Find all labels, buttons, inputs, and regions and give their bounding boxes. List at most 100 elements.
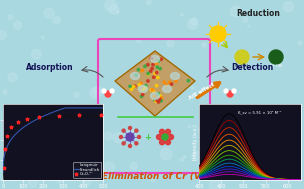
Bar xyxy=(9,125,15,130)
Langmuir xyxy=(64,116,68,118)
Langmuir xyxy=(74,115,77,118)
Bar xyxy=(73,125,79,130)
Circle shape xyxy=(183,155,186,158)
Circle shape xyxy=(0,30,6,40)
Circle shape xyxy=(150,70,152,72)
Circle shape xyxy=(41,36,44,39)
Cr₂O₇²⁻ xyxy=(3,147,8,150)
Circle shape xyxy=(157,135,161,139)
Circle shape xyxy=(25,150,32,157)
Circle shape xyxy=(67,172,72,177)
Cr₂O₇²⁻ xyxy=(9,125,13,129)
Freundlich xyxy=(64,107,68,109)
Circle shape xyxy=(90,123,99,132)
Circle shape xyxy=(251,147,255,151)
Circle shape xyxy=(137,136,140,139)
Text: K_sv = 5.91 × 10⁴ M⁻¹: K_sv = 5.91 × 10⁴ M⁻¹ xyxy=(238,110,281,114)
Circle shape xyxy=(165,140,171,145)
Circle shape xyxy=(119,136,123,139)
Circle shape xyxy=(187,79,189,82)
Bar xyxy=(7,150,17,158)
Bar xyxy=(33,112,39,118)
Circle shape xyxy=(83,178,91,186)
Circle shape xyxy=(188,19,198,29)
Cr₂O₇²⁻ xyxy=(37,116,42,119)
Circle shape xyxy=(147,72,149,75)
Circle shape xyxy=(192,152,201,160)
Circle shape xyxy=(147,73,150,75)
Cr₂O₇²⁻ xyxy=(99,114,104,117)
Circle shape xyxy=(155,76,157,78)
Circle shape xyxy=(145,84,147,87)
Circle shape xyxy=(144,65,146,67)
Circle shape xyxy=(159,67,161,70)
Circle shape xyxy=(248,25,250,27)
Text: Adsorption: Adsorption xyxy=(26,63,74,71)
Circle shape xyxy=(269,50,283,64)
Circle shape xyxy=(191,86,194,89)
Cr₂O₇²⁻ xyxy=(25,118,29,121)
Circle shape xyxy=(14,21,22,29)
Circle shape xyxy=(49,112,56,119)
Langmuir xyxy=(41,117,45,119)
Circle shape xyxy=(155,84,158,87)
Circle shape xyxy=(157,93,160,95)
Circle shape xyxy=(153,95,155,98)
Freundlich xyxy=(63,107,67,109)
Circle shape xyxy=(81,112,88,119)
Circle shape xyxy=(165,129,171,134)
Circle shape xyxy=(102,89,106,93)
Circle shape xyxy=(30,143,36,149)
Circle shape xyxy=(138,84,140,86)
Circle shape xyxy=(162,134,168,140)
Circle shape xyxy=(49,138,56,145)
Circle shape xyxy=(144,87,147,89)
Circle shape xyxy=(135,129,138,132)
Langmuir xyxy=(13,125,17,128)
Circle shape xyxy=(220,42,223,45)
Circle shape xyxy=(127,130,135,138)
Bar xyxy=(7,124,17,132)
Circle shape xyxy=(252,126,256,130)
Circle shape xyxy=(126,133,134,141)
Circle shape xyxy=(156,99,158,101)
Cr₂O₇²⁻ xyxy=(1,166,6,169)
Circle shape xyxy=(105,91,111,97)
Circle shape xyxy=(168,135,174,139)
Circle shape xyxy=(8,15,13,19)
Circle shape xyxy=(155,62,157,64)
Circle shape xyxy=(16,138,23,145)
Circle shape xyxy=(129,145,132,147)
Circle shape xyxy=(135,142,138,145)
Bar xyxy=(63,111,73,119)
Circle shape xyxy=(217,115,226,124)
Bar xyxy=(65,112,71,118)
Circle shape xyxy=(153,76,155,78)
Freundlich xyxy=(1,171,5,174)
Circle shape xyxy=(232,89,236,93)
Circle shape xyxy=(202,43,206,47)
Circle shape xyxy=(40,131,45,137)
Circle shape xyxy=(168,81,171,83)
Circle shape xyxy=(147,80,149,82)
Bar xyxy=(41,152,47,156)
Langmuir xyxy=(34,118,38,120)
Circle shape xyxy=(129,126,132,129)
Circle shape xyxy=(188,125,191,128)
Langmuir xyxy=(102,115,105,117)
Circle shape xyxy=(150,177,155,182)
Bar xyxy=(65,139,71,143)
Freundlich xyxy=(41,115,45,118)
Circle shape xyxy=(52,128,59,135)
Text: Cr (III): Cr (III) xyxy=(270,64,282,68)
Circle shape xyxy=(175,80,177,82)
Circle shape xyxy=(153,108,157,112)
Circle shape xyxy=(147,1,151,5)
Langmuir xyxy=(1,178,5,180)
Circle shape xyxy=(150,89,153,91)
Langmuir xyxy=(74,115,78,118)
Circle shape xyxy=(224,89,228,93)
Circle shape xyxy=(141,93,144,96)
Circle shape xyxy=(158,98,161,100)
Circle shape xyxy=(275,142,278,146)
